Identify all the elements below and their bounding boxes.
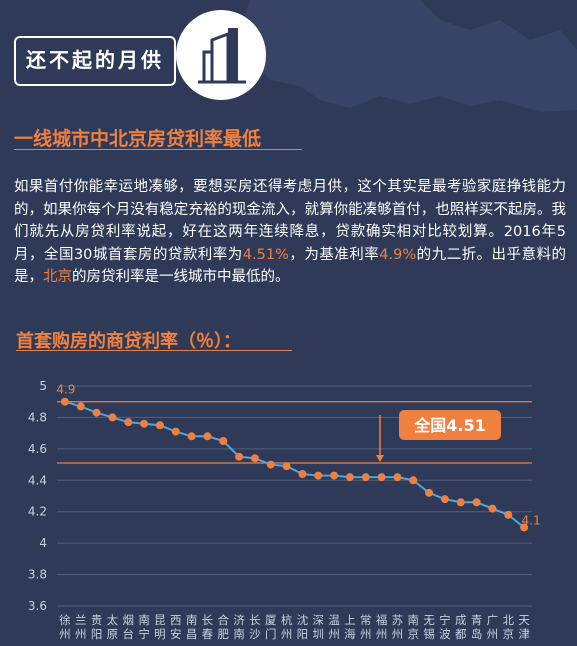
section-heading: 一线城市中北京房贷利率最低 <box>14 128 262 150</box>
x-tick-label: 厦门 <box>265 613 277 641</box>
data-point <box>282 462 291 471</box>
x-tick-label: 太原 <box>107 613 119 641</box>
china-map-decoration <box>240 0 577 112</box>
data-point <box>456 498 465 507</box>
data-point <box>266 460 275 469</box>
y-tick-label: 4.2 <box>28 505 47 519</box>
data-point <box>377 473 386 482</box>
y-tick-label: 3.8 <box>28 568 47 582</box>
data-point <box>219 437 228 445</box>
x-tick-label: 苏州 <box>392 613 404 641</box>
x-tick-label: 广州 <box>487 613 499 641</box>
data-point <box>155 421 164 430</box>
data-point <box>409 476 418 485</box>
paragraph-text-4: 的房贷利率是一线城市中最低的。 <box>72 269 290 285</box>
data-point <box>425 488 434 497</box>
x-tick-label: 深圳 <box>313 613 325 641</box>
data-point <box>171 427 180 436</box>
y-tick-label: 4.4 <box>28 473 47 487</box>
data-point <box>504 510 513 519</box>
chart-title: 首套购房的商贷利率（％）： <box>16 331 241 352</box>
x-tick-label: 温州 <box>328 613 340 641</box>
data-point <box>472 498 481 507</box>
page-title: 还不起的月供 <box>26 48 164 72</box>
x-tick-label: 合肥 <box>218 613 230 641</box>
x-tick-label: 长沙 <box>249 613 261 641</box>
y-tick-label: 3.6 <box>28 599 47 613</box>
data-point <box>361 473 370 482</box>
base-rate-highlight: 4.9% <box>379 246 417 263</box>
city-highlight: 北京 <box>43 269 72 285</box>
data-point <box>76 402 85 411</box>
y-tick-label: 4 <box>39 536 47 550</box>
x-tick-label: 杭州 <box>281 613 293 641</box>
x-tick-label: 青岛 <box>471 613 483 641</box>
data-point <box>203 432 212 441</box>
x-tick-label: 北京 <box>503 613 515 641</box>
x-tick-label: 贵阳 <box>91 613 103 641</box>
body-paragraph: 如果首付你能幸运地凑够，要想买房还得考虑月供，这个其实是最考验家庭挣钱能力的，如… <box>14 176 566 289</box>
data-point <box>488 504 497 513</box>
x-tick-label: 昆明 <box>154 613 166 641</box>
chart-title-underline <box>16 350 292 351</box>
x-tick-label: 沈阳 <box>297 613 309 641</box>
y-tick-label: 4.8 <box>28 410 47 424</box>
paragraph-text-1: 如果首付你能幸运地凑够，要想买房还得考虑月供，这个其实是最考验家庭挣钱能力的，如… <box>14 179 566 263</box>
data-point <box>330 471 339 480</box>
callout-pointer-arrow <box>376 455 384 462</box>
y-tick-label: 4.6 <box>28 442 47 456</box>
data-point <box>92 408 101 417</box>
x-tick-label: 南宁 <box>138 613 150 641</box>
data-point <box>250 454 259 463</box>
x-tick-label: 天津 <box>518 613 530 641</box>
national-avg-callout <box>399 410 501 440</box>
x-tick-label: 无锡 <box>423 613 435 641</box>
x-tick-label: 福州 <box>376 613 388 641</box>
x-tick-label: 上海 <box>344 613 356 641</box>
x-tick-label: 宁波 <box>439 613 451 641</box>
data-point <box>60 397 69 406</box>
title-frame <box>14 36 176 86</box>
data-point <box>314 471 323 480</box>
y-tick-label: 5 <box>39 379 47 393</box>
x-tick-label: 长春 <box>202 613 214 641</box>
paragraph-text-2: ，为基准利率 <box>288 246 380 263</box>
paragraph-text-3: 的九二折。出乎意料的是， <box>14 246 567 286</box>
x-tick-label: 济南 <box>233 613 245 641</box>
section-heading-underline <box>14 149 302 150</box>
national-avg-label: 全国4.51 <box>413 416 485 435</box>
data-point <box>187 432 196 441</box>
data-label: 4.9 <box>56 383 75 397</box>
data-point <box>440 495 449 504</box>
x-tick-label: 南昌 <box>186 613 198 641</box>
data-point <box>235 452 244 461</box>
x-tick-label: 烟台 <box>123 613 135 641</box>
data-label: 4.1 <box>522 513 541 527</box>
data-point <box>393 473 402 482</box>
x-tick-label: 南京 <box>408 613 420 641</box>
avg-rate-highlight: 4.51% <box>242 246 289 263</box>
x-tick-label: 常州 <box>360 613 372 641</box>
x-tick-label: 西安 <box>170 613 182 641</box>
data-point <box>124 418 133 427</box>
x-tick-label: 成都 <box>455 613 467 641</box>
data-point <box>108 413 117 422</box>
x-tick-label: 兰州 <box>75 613 87 641</box>
building-icon <box>176 10 266 100</box>
x-tick-label: 徐州 <box>59 613 71 641</box>
data-point <box>140 419 149 428</box>
data-point <box>520 523 529 532</box>
data-point <box>345 473 354 482</box>
data-point <box>298 470 307 478</box>
